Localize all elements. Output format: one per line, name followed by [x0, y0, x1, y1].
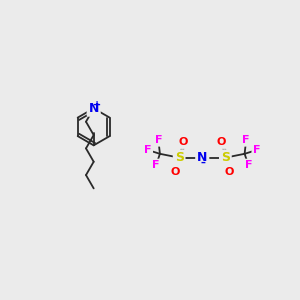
Text: F: F: [253, 145, 261, 155]
Text: O: O: [171, 167, 180, 176]
Text: F: F: [144, 145, 151, 155]
Text: F: F: [154, 135, 162, 145]
Text: O: O: [217, 137, 226, 147]
Text: N: N: [197, 151, 207, 164]
Text: F: F: [242, 135, 250, 145]
Text: O: O: [224, 167, 234, 176]
Text: S: S: [221, 151, 230, 164]
Text: –: –: [201, 158, 206, 168]
Text: F: F: [152, 160, 160, 170]
Text: S: S: [175, 151, 184, 164]
Text: F: F: [245, 160, 252, 170]
Text: O: O: [178, 137, 188, 147]
Text: +: +: [93, 100, 101, 110]
Text: N: N: [88, 102, 99, 115]
